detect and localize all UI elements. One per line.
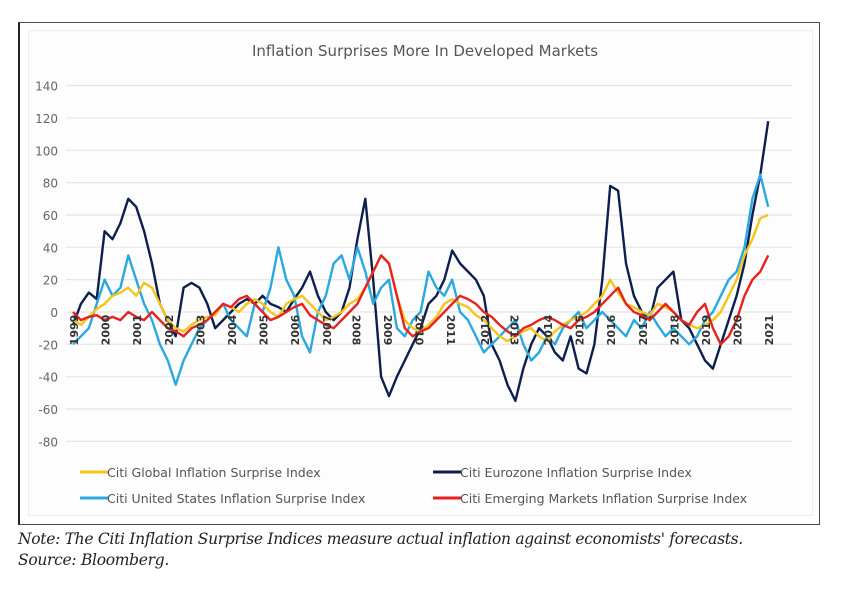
x-tick-label: 2021	[763, 315, 776, 346]
x-tick-label: 2002	[163, 315, 176, 346]
legend-label: Citi United States Inflation Surprise In…	[107, 491, 365, 506]
x-tick-label: 2019	[700, 315, 713, 346]
x-tick-label: 1999	[68, 315, 81, 346]
x-tick-label: 2010	[413, 315, 426, 346]
x-tick-label: 2012	[479, 315, 492, 346]
chart-note: Note: The Citi Inflation Surprise Indice…	[18, 529, 743, 571]
x-tick-label: 2016	[605, 314, 618, 345]
x-tick-label: 2014	[542, 314, 555, 345]
x-tick-label: 2018	[668, 315, 681, 346]
chart-title: Inflation Surprises More In Developed Ma…	[252, 42, 598, 60]
x-tick-label: 2001	[131, 315, 144, 346]
y-tick-label: 40	[43, 241, 58, 255]
legend-label: Citi Global Inflation Surprise Index	[107, 465, 321, 480]
note-text: Note: The Citi Inflation Surprise Indice…	[18, 530, 743, 548]
y-tick-label: 0	[50, 306, 58, 320]
y-tick-label: -60	[38, 403, 58, 417]
y-tick-label: 20	[43, 274, 58, 288]
x-tick-label: 2005	[258, 315, 271, 346]
y-tick-label: 60	[43, 209, 58, 223]
x-tick-label: 2000	[100, 314, 113, 345]
y-tick-label: -40	[38, 371, 58, 385]
legend-label: Citi Emerging Markets Inflation Surprise…	[460, 491, 747, 506]
y-tick-label: 120	[35, 112, 58, 126]
y-tick-label: 100	[35, 144, 58, 158]
gridlines	[66, 85, 792, 442]
legend: Citi Global Inflation Surprise Index Citi…	[80, 465, 747, 506]
x-tick-label: 2004	[226, 314, 239, 345]
x-tick-label: 2015	[574, 315, 587, 346]
y-tick-label: -80	[38, 435, 58, 449]
x-tick-label: 2011	[444, 315, 457, 346]
x-tick-label: 2006	[289, 314, 302, 345]
legend-label: Citi Eurozone Inflation Surprise Index	[460, 465, 692, 480]
x-tick-label: 2009	[381, 315, 394, 346]
chart-inner-panel	[28, 30, 813, 516]
series-line-citi-emerging-markets-inflation-surprise-index	[72, 254, 770, 346]
x-axis-ticks: 1999 2000 2001 2002 2003 2004 2005 2006 2007 2008…	[68, 314, 776, 345]
x-tick-label: 2008	[349, 315, 362, 346]
series-line-citi-eurozone-inflation-surprise-index	[71, 121, 770, 403]
y-tick-label: 80	[43, 177, 58, 191]
x-tick-label: 2007	[321, 315, 334, 346]
y-axis-ticks: 140 120 100 80 60 40 20 0 -20 -40 -60 -80	[35, 80, 58, 450]
x-tick-label: 2020	[732, 314, 745, 345]
series-lines	[71, 121, 770, 403]
x-tick-label: 2017	[637, 315, 650, 346]
source-text: Source: Bloomberg.	[18, 551, 170, 569]
y-tick-label: -20	[38, 338, 58, 352]
x-tick-label: 2003	[194, 315, 207, 346]
x-tick-label: 2013	[507, 315, 520, 346]
y-tick-label: 140	[35, 80, 58, 94]
